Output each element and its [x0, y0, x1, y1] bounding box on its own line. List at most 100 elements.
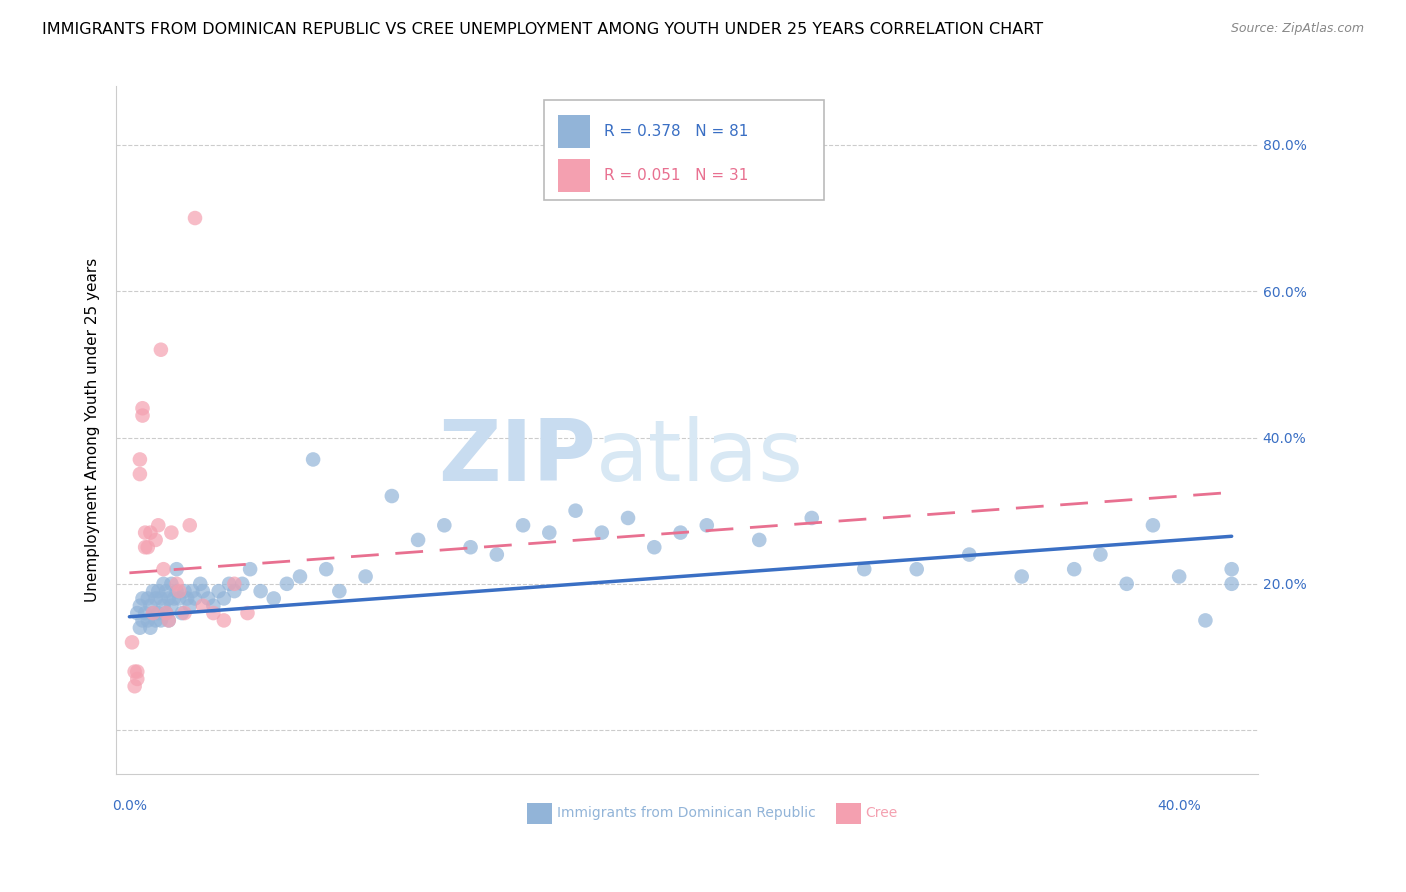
Point [236, 606, 259, 620]
Point [853, 562, 876, 576]
Point [202, 606, 225, 620]
Point [160, 599, 183, 613]
Point [1220, 562, 1243, 576]
Point [136, 541, 159, 555]
Point [218, 577, 240, 591]
Point [184, 591, 207, 606]
Point [1090, 548, 1112, 562]
Point [131, 614, 153, 628]
Point [181, 584, 204, 599]
Point [139, 621, 162, 635]
Point [131, 401, 153, 416]
Point [191, 584, 214, 599]
Point [176, 591, 198, 606]
Point [128, 621, 150, 635]
Point [1220, 577, 1243, 591]
Point [224, 577, 246, 591]
Point [485, 548, 508, 562]
Text: R = 0.051   N = 31: R = 0.051 N = 31 [603, 168, 748, 183]
Point [591, 525, 613, 540]
Point [800, 511, 823, 525]
Point [643, 541, 665, 555]
Point [179, 518, 201, 533]
Point [1194, 614, 1216, 628]
Point [136, 614, 159, 628]
Point [152, 562, 174, 576]
Point [538, 525, 561, 540]
Point [142, 606, 165, 620]
Point [128, 452, 150, 467]
Text: R = 0.378   N = 81: R = 0.378 N = 81 [603, 124, 748, 139]
Point [669, 525, 692, 540]
Point [127, 606, 149, 620]
Point [173, 584, 195, 599]
Point [249, 584, 271, 599]
Point [167, 584, 190, 599]
Point [905, 562, 928, 576]
Point [131, 591, 153, 606]
Point [1168, 569, 1191, 583]
Point [184, 211, 207, 225]
Point [134, 525, 156, 540]
Point [328, 584, 350, 599]
Point [224, 584, 246, 599]
Point [212, 614, 235, 628]
Point [145, 591, 167, 606]
Point [127, 672, 149, 686]
Point [166, 577, 188, 591]
Point [231, 577, 253, 591]
Bar [527, 803, 553, 823]
Text: Cree: Cree [865, 806, 897, 821]
Point [142, 606, 165, 620]
Point [276, 577, 298, 591]
Point [197, 591, 219, 606]
Point [148, 606, 170, 620]
Point [167, 591, 190, 606]
Point [124, 665, 146, 679]
Point [155, 584, 177, 599]
Point [149, 591, 172, 606]
Point [128, 599, 150, 613]
Text: Source: ZipAtlas.com: Source: ZipAtlas.com [1230, 22, 1364, 36]
Point [157, 591, 180, 606]
Point [152, 577, 174, 591]
Point [460, 541, 482, 555]
Point [302, 452, 325, 467]
Point [145, 614, 167, 628]
Point [148, 584, 170, 599]
Text: ZIP: ZIP [439, 417, 596, 500]
Point [134, 541, 156, 555]
Y-axis label: Unemployment Among Youth under 25 years: Unemployment Among Youth under 25 years [86, 258, 100, 602]
Text: 40.0%: 40.0% [1157, 799, 1201, 813]
Point [166, 584, 188, 599]
Point [139, 525, 162, 540]
Point [121, 635, 143, 649]
Point [1115, 577, 1137, 591]
Point [134, 606, 156, 620]
Point [188, 577, 211, 591]
Point [191, 599, 214, 613]
Point [124, 679, 146, 693]
Text: Immigrants from Dominican Republic: Immigrants from Dominican Republic [557, 806, 815, 821]
Point [142, 584, 165, 599]
Point [145, 533, 167, 547]
Point [957, 548, 980, 562]
Point [157, 614, 180, 628]
Text: atlas: atlas [596, 417, 804, 500]
Bar [558, 115, 591, 148]
Point [157, 614, 180, 628]
Point [149, 343, 172, 357]
FancyBboxPatch shape [544, 100, 824, 200]
Bar [835, 803, 860, 823]
Point [406, 533, 429, 547]
Point [127, 665, 149, 679]
Point [202, 599, 225, 613]
Point [155, 606, 177, 620]
Point [354, 569, 377, 583]
Point [617, 511, 640, 525]
Point [148, 518, 170, 533]
Point [263, 591, 285, 606]
Point [131, 409, 153, 423]
Point [315, 562, 337, 576]
Point [155, 606, 177, 620]
